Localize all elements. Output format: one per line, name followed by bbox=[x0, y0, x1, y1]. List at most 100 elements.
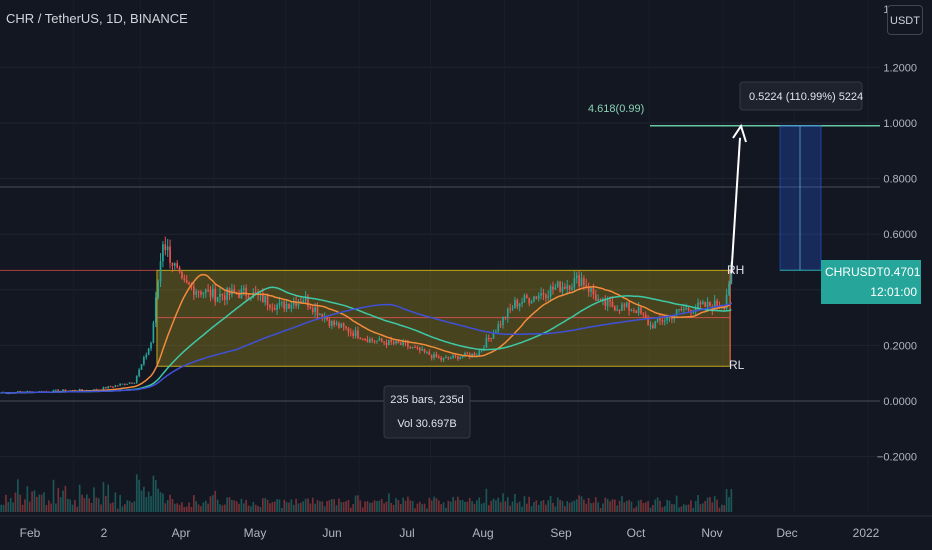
candle-body bbox=[407, 342, 409, 347]
volume-bar bbox=[290, 499, 293, 512]
volume-bar bbox=[699, 504, 702, 512]
volume-bar bbox=[440, 504, 443, 512]
volume-bar bbox=[628, 500, 630, 512]
volume-bar bbox=[685, 505, 687, 512]
bars-count-label: 235 bars, 235d bbox=[390, 394, 463, 406]
candle-body bbox=[376, 340, 378, 342]
volume-bar bbox=[85, 494, 88, 512]
candle-body bbox=[459, 357, 462, 360]
candle-body bbox=[333, 320, 335, 325]
volume-bar bbox=[511, 501, 514, 512]
volume-bar bbox=[449, 501, 452, 512]
candle-body bbox=[297, 301, 300, 306]
volume-bar bbox=[680, 506, 683, 512]
candle-body bbox=[613, 306, 616, 311]
volume-bar bbox=[26, 486, 29, 512]
candle-body bbox=[181, 271, 183, 279]
volume-bar bbox=[159, 492, 162, 512]
candle-body bbox=[685, 307, 687, 309]
volume-bar bbox=[154, 480, 157, 512]
volume-bar bbox=[140, 490, 143, 512]
volume-bar bbox=[5, 494, 7, 512]
volume-bar bbox=[188, 502, 190, 512]
volume-bar bbox=[485, 488, 488, 512]
volume-bar bbox=[133, 501, 136, 512]
volume-bar bbox=[418, 501, 421, 512]
candle-body bbox=[723, 307, 726, 309]
volume-bar bbox=[613, 499, 616, 512]
volume-bar bbox=[297, 503, 300, 512]
volume-bar bbox=[694, 500, 697, 512]
candle-body bbox=[511, 308, 514, 310]
volume-bar bbox=[288, 502, 290, 512]
candle-body bbox=[647, 318, 649, 326]
range-stats-tooltip bbox=[383, 385, 471, 439]
volume-bar bbox=[459, 499, 462, 512]
volume-bar bbox=[52, 479, 55, 512]
volume-bar bbox=[292, 504, 295, 512]
volume-bar bbox=[426, 508, 428, 512]
price-axis-label: 1.2000 bbox=[883, 62, 917, 74]
candle-body bbox=[352, 332, 355, 337]
candle-body bbox=[300, 301, 302, 303]
candle-body bbox=[388, 340, 390, 346]
volume-bar bbox=[76, 506, 79, 512]
volume-bar bbox=[416, 503, 419, 512]
volume-bar bbox=[207, 503, 209, 512]
volume-bar bbox=[131, 502, 133, 512]
candle-body bbox=[266, 296, 269, 306]
volume-bar bbox=[190, 506, 193, 512]
candle-body bbox=[338, 323, 340, 328]
candle-body bbox=[473, 353, 476, 356]
volume-bar bbox=[692, 507, 695, 512]
volume-bar bbox=[354, 495, 357, 512]
candle-body bbox=[713, 300, 716, 311]
candle-body bbox=[449, 358, 452, 360]
volume-bar bbox=[307, 498, 309, 512]
candle-body bbox=[542, 293, 545, 295]
volume-bar bbox=[45, 504, 48, 512]
candle-body bbox=[169, 246, 171, 263]
candle-body bbox=[102, 387, 105, 391]
volume-bar bbox=[640, 499, 642, 512]
candle-body bbox=[78, 389, 81, 392]
volume-bar bbox=[430, 500, 433, 512]
candle-body bbox=[319, 313, 321, 316]
candle-body bbox=[133, 382, 136, 384]
range-box[interactable] bbox=[156, 269, 731, 367]
volume-bar bbox=[566, 501, 569, 512]
volume-bar bbox=[304, 498, 307, 512]
candle-body bbox=[138, 369, 140, 377]
volume-bar bbox=[257, 505, 259, 512]
volume-bar bbox=[716, 499, 718, 512]
volume-bar bbox=[464, 501, 466, 512]
candle-body bbox=[609, 299, 611, 302]
candle-body bbox=[625, 302, 628, 307]
volume-bar bbox=[226, 497, 228, 512]
volume-bar bbox=[571, 501, 573, 512]
volume-bar bbox=[514, 493, 516, 512]
candle-body bbox=[383, 341, 385, 343]
candle-body bbox=[335, 323, 338, 325]
candle-body bbox=[540, 293, 542, 296]
candle-body bbox=[545, 294, 547, 298]
volume-bar bbox=[71, 504, 74, 512]
currency-button[interactable]: USDT bbox=[887, 5, 923, 35]
volume-bar bbox=[47, 500, 50, 512]
volume-bar bbox=[281, 507, 283, 512]
volume-bar bbox=[611, 499, 614, 512]
volume-bar bbox=[197, 504, 200, 512]
candle-body bbox=[471, 353, 473, 357]
volume-bar bbox=[216, 499, 219, 512]
volume-bar bbox=[697, 495, 699, 512]
candle-body bbox=[19, 391, 22, 393]
candle-body bbox=[640, 307, 642, 314]
candle-body bbox=[285, 304, 288, 309]
volume-bar bbox=[478, 497, 481, 512]
volume-bar bbox=[119, 494, 121, 512]
volume-bar bbox=[616, 505, 619, 512]
candle-body bbox=[661, 320, 664, 322]
volume-bar bbox=[271, 502, 274, 512]
volume-bar bbox=[95, 497, 98, 512]
